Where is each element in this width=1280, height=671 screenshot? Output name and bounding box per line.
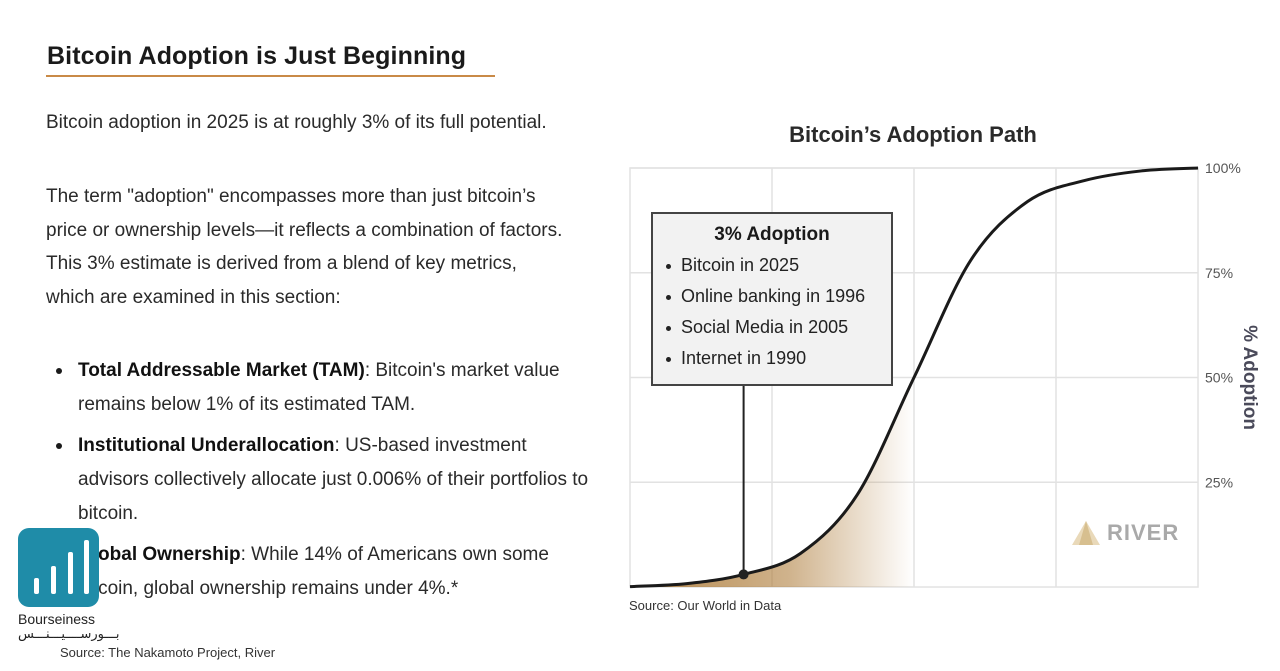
- y-tick-label: 75%: [1205, 265, 1233, 281]
- chart-source-note: Source: Our World in Data: [629, 598, 782, 613]
- adoption-callout: 3% Adoption Bitcoin in 2025 Online banki…: [651, 212, 893, 386]
- bullet-label: Total Addressable Market (TAM): [78, 360, 365, 381]
- metrics-list: Total Addressable Market (TAM): Bitcoin'…: [56, 354, 598, 613]
- bar-chart-icon: [18, 528, 99, 607]
- callout-title: 3% Adoption: [714, 224, 830, 245]
- definition-paragraph: The term "adoption" encompasses more tha…: [46, 186, 563, 308]
- left-source-note: Source: The Nakamoto Project, River: [60, 645, 276, 660]
- list-item: Global Ownership: While 14% of Americans…: [56, 538, 598, 606]
- list-item: Online banking in 1996: [666, 281, 891, 312]
- list-item: Total Addressable Market (TAM): Bitcoin'…: [56, 354, 598, 422]
- article-heading: Bitcoin Adoption is Just Beginning: [47, 42, 467, 70]
- y-axis-title: % Adoption: [1239, 325, 1260, 430]
- callout-list: Bitcoin in 2025 Online banking in 1996 S…: [653, 250, 891, 374]
- chart-title: Bitcoin’s Adoption Path: [789, 122, 1037, 147]
- y-tick-label: 25%: [1205, 474, 1233, 490]
- intro-paragraph: Bitcoin adoption in 2025 is at roughly 3…: [46, 112, 547, 133]
- list-item: Bitcoin in 2025: [666, 250, 891, 281]
- logo-subtitle: بـــورســــيـــنـــس: [18, 626, 120, 641]
- bullet-text: : Bitcoin's market value remains below 1…: [78, 360, 560, 415]
- river-mountain-icon: [1072, 521, 1100, 545]
- list-item: Social Media in 2005: [666, 312, 891, 343]
- list-item: Institutional Underallocation: US-based …: [56, 429, 598, 531]
- bourseiness-logo: Bourseiness بـــورســــيـــنـــس: [18, 528, 120, 641]
- bullet-text: : While 14% of Americans own some bitcoi…: [78, 544, 549, 599]
- river-logo: RIVER: [1071, 520, 1179, 546]
- y-tick-label: 100%: [1205, 160, 1241, 176]
- river-wordmark: RIVER: [1107, 520, 1180, 545]
- bullet-text: : US-based investment advisors collectiv…: [78, 435, 589, 524]
- bullet-label: Global Ownership: [78, 544, 241, 565]
- list-item: Internet in 1990: [666, 343, 891, 374]
- logo-name: Bourseiness: [18, 611, 96, 627]
- highlight-point: [738, 569, 749, 580]
- bullet-label: Institutional Underallocation: [78, 435, 335, 456]
- heading-underline: [46, 75, 495, 77]
- y-tick-label: 50%: [1205, 370, 1233, 386]
